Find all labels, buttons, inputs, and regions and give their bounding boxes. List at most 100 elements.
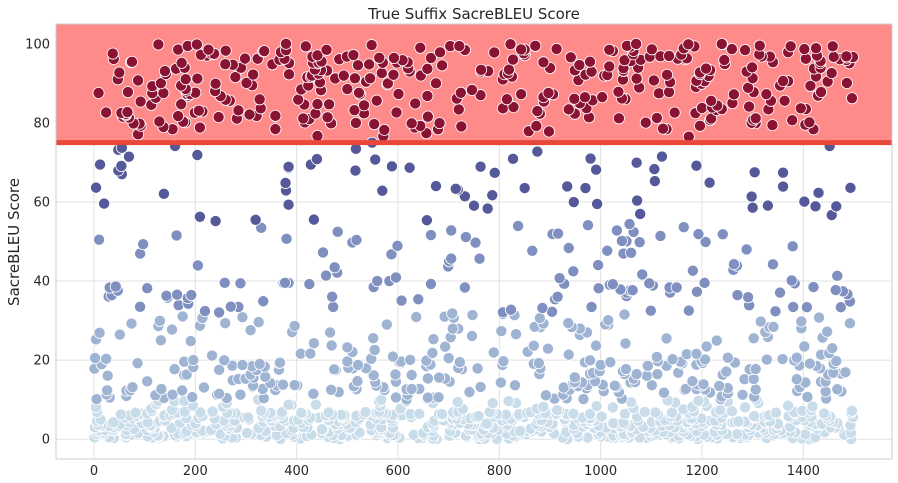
data-point — [626, 284, 639, 297]
data-point — [459, 231, 472, 244]
data-point — [371, 275, 384, 288]
data-point — [410, 310, 423, 323]
data-point — [553, 272, 566, 285]
data-point — [253, 357, 266, 370]
data-point — [782, 399, 795, 412]
data-point — [101, 384, 114, 397]
data-point — [769, 406, 782, 419]
data-point — [698, 276, 711, 289]
data-point — [365, 39, 378, 52]
data-point — [562, 317, 575, 330]
data-point — [160, 289, 173, 302]
x-tick-label: 0 — [90, 464, 98, 479]
data-point — [380, 318, 393, 331]
data-point — [258, 45, 271, 58]
data-point — [452, 103, 465, 116]
data-point — [434, 46, 447, 59]
data-point — [486, 397, 499, 410]
data-point — [125, 317, 138, 330]
data-point — [567, 265, 580, 278]
data-point — [213, 387, 226, 400]
data-point — [154, 77, 167, 90]
data-point — [739, 401, 752, 414]
data-point — [746, 201, 759, 214]
data-point — [690, 285, 703, 298]
data-point — [592, 282, 605, 295]
data-point — [249, 213, 262, 226]
data-point — [682, 38, 695, 51]
data-point — [582, 219, 595, 232]
data-point — [746, 61, 759, 74]
data-point — [827, 50, 840, 63]
data-point — [650, 111, 663, 124]
data-point — [106, 47, 119, 60]
data-point — [497, 355, 510, 368]
data-point — [494, 376, 507, 389]
data-point — [644, 304, 657, 317]
data-point — [670, 281, 683, 294]
data-point — [243, 108, 256, 121]
data-point — [213, 306, 226, 319]
data-point — [90, 393, 103, 406]
data-point — [376, 184, 389, 197]
data-point — [369, 153, 382, 166]
data-point — [705, 94, 718, 107]
data-point — [790, 351, 803, 364]
data-point — [743, 100, 756, 113]
data-point — [107, 416, 120, 429]
data-point — [488, 46, 501, 59]
data-point — [129, 406, 142, 419]
data-point — [760, 88, 773, 101]
data-point — [650, 350, 663, 363]
data-point — [799, 52, 812, 65]
data-point — [730, 428, 743, 441]
data-point — [507, 152, 520, 165]
data-point — [668, 106, 681, 119]
data-point — [615, 234, 628, 247]
data-point — [740, 243, 753, 256]
data-point — [748, 166, 761, 179]
data-point — [727, 258, 740, 271]
data-point — [504, 303, 517, 316]
data-point — [126, 381, 139, 394]
data-point — [421, 372, 434, 385]
data-point — [507, 101, 520, 114]
data-point — [703, 176, 716, 189]
data-point — [785, 274, 798, 287]
data-point — [234, 388, 247, 401]
data-point — [219, 44, 232, 57]
data-point — [412, 293, 425, 306]
data-point — [716, 228, 729, 241]
data-point — [121, 106, 134, 119]
data-point — [786, 240, 799, 253]
data-point — [113, 328, 126, 341]
data-point — [686, 264, 699, 277]
data-point — [385, 160, 398, 173]
data-point — [224, 300, 237, 313]
data-point — [192, 104, 205, 117]
data-point — [194, 406, 207, 419]
data-point — [475, 63, 488, 76]
data-point — [474, 160, 487, 173]
data-point — [677, 221, 690, 234]
data-point — [645, 379, 658, 392]
data-point — [715, 37, 728, 50]
data-point — [562, 103, 575, 116]
data-point — [596, 91, 609, 104]
data-point — [472, 410, 485, 423]
data-point — [101, 369, 114, 382]
data-point — [453, 40, 466, 53]
data-point — [502, 63, 515, 76]
data-point — [350, 233, 363, 246]
data-point — [590, 163, 603, 176]
y-tick-label: 0 — [42, 433, 50, 448]
data-point — [806, 400, 819, 413]
data-point — [700, 62, 713, 75]
data-point — [801, 390, 814, 403]
data-point — [280, 37, 293, 50]
data-point — [420, 214, 433, 227]
data-point — [113, 66, 126, 79]
data-point — [409, 97, 422, 110]
data-point — [131, 357, 144, 370]
data-point — [480, 417, 493, 430]
